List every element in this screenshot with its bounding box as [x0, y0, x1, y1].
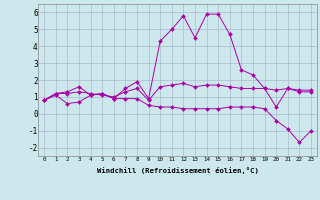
X-axis label: Windchill (Refroidissement éolien,°C): Windchill (Refroidissement éolien,°C): [97, 167, 259, 174]
